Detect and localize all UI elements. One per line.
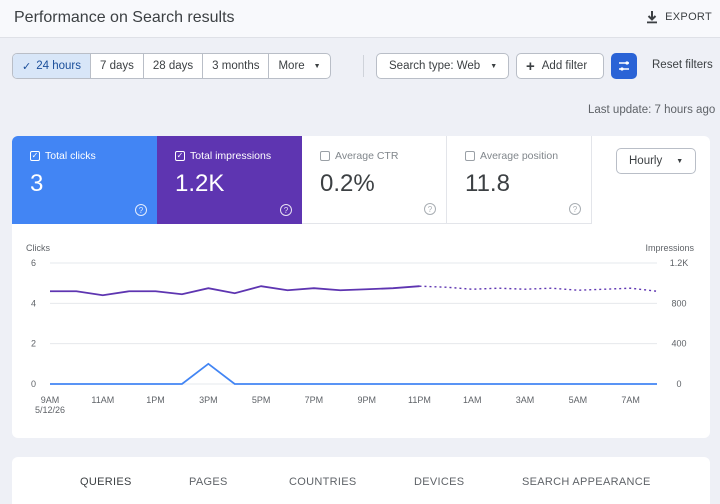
x-tick-label: 5AM xyxy=(569,395,588,405)
granularity-label: Hourly xyxy=(629,155,663,167)
checkbox-checked-icon: ✓ xyxy=(175,151,185,161)
x-tick-label: 11PM xyxy=(408,395,431,405)
metric-label: Average CTR xyxy=(335,150,399,162)
filter-icon xyxy=(619,61,629,71)
checkbox-checked-icon: ✓ xyxy=(30,151,40,161)
dimension-tabs: QUERIES PAGES COUNTRIES DEVICES SEARCH A… xyxy=(12,457,710,504)
search-type-dropdown[interactable]: Search type: Web ▼ xyxy=(376,53,509,79)
add-filter-label: Add filter xyxy=(541,60,588,72)
date-3-months-button[interactable]: 3 months xyxy=(203,54,270,78)
performance-chart: 0 2 4 6 0 400 800 1.2K Clicks Impressions 9AM 11AM 1… xyxy=(26,243,695,415)
search-type-label: Search type: Web xyxy=(389,60,481,72)
series-line-clicks xyxy=(50,362,657,385)
export-button[interactable]: EXPORT xyxy=(645,10,712,24)
date-range-group: ✓ 24 hours 7 days 28 days 3 months More ▼ xyxy=(12,53,331,79)
add-filter-button[interactable]: + Add filter xyxy=(516,53,604,79)
caret-down-icon: ▼ xyxy=(313,62,321,70)
metric-value: 11.8 xyxy=(465,170,510,197)
series-line-impressions xyxy=(50,285,420,297)
toolbar-divider xyxy=(363,55,364,77)
caret-down-icon: ▼ xyxy=(676,157,684,165)
x-tick-label: 7PM xyxy=(305,395,324,405)
date-option-label: More xyxy=(278,60,305,72)
series-line-impressions-projected xyxy=(419,285,658,292)
x-tick-label: 11AM xyxy=(91,395,114,405)
x-tick-label: 1PM xyxy=(146,395,165,405)
page-title: Performance on Search results xyxy=(14,9,235,26)
x-tick-label: 1AM xyxy=(463,395,482,405)
date-option-label: 7 days xyxy=(99,60,134,72)
average-position-tile[interactable]: Average position 11.8 ? xyxy=(447,136,592,224)
checkmark-icon: ✓ xyxy=(22,60,32,73)
y-left-axis-label: Clicks xyxy=(26,243,50,253)
date-option-label: 3 months xyxy=(212,60,260,72)
tab-queries[interactable]: QUERIES xyxy=(80,476,132,488)
checkbox-unchecked-icon xyxy=(320,151,330,161)
date-option-label: 24 hours xyxy=(36,60,81,72)
x-tick-label: 9AM xyxy=(41,395,60,405)
x-date-label: 5/12/26 xyxy=(35,405,65,415)
y-left-tick-label: 0 xyxy=(31,379,36,389)
metric-value: 1.2K xyxy=(175,170,225,197)
export-label: EXPORT xyxy=(665,11,712,23)
reset-filters-link[interactable]: Reset filters xyxy=(652,59,713,71)
help-icon[interactable]: ? xyxy=(569,203,581,215)
metric-label: Average position xyxy=(480,150,559,162)
date-28-days-button[interactable]: 28 days xyxy=(144,54,204,78)
tab-search-appearance[interactable]: SEARCH APPEARANCE xyxy=(522,476,651,488)
total-clicks-tile[interactable]: ✓ Total clicks 3 ? xyxy=(12,136,157,224)
tab-pages[interactable]: PAGES xyxy=(189,476,228,488)
y-right-tick-label: 0 xyxy=(676,379,681,389)
y-right-tick-label: 400 xyxy=(671,339,686,349)
date-24-hours-button[interactable]: ✓ 24 hours xyxy=(13,54,91,78)
granularity-dropdown[interactable]: Hourly ▼ xyxy=(616,148,696,174)
x-tick-label: 5PM xyxy=(252,395,271,405)
y-left-tick-label: 6 xyxy=(31,258,36,268)
y-left-tick-label: 4 xyxy=(31,298,36,308)
performance-card: ✓ Total clicks 3 ? ✓ Total impressions 1.2… xyxy=(12,136,710,438)
metric-value: 3 xyxy=(30,170,44,197)
checkbox-unchecked-icon xyxy=(465,151,475,161)
metric-label: Total clicks xyxy=(45,150,96,162)
y-left-tick-label: 2 xyxy=(31,339,36,349)
download-icon xyxy=(647,11,658,24)
caret-down-icon: ▼ xyxy=(490,62,498,70)
total-impressions-tile[interactable]: ✓ Total impressions 1.2K ? xyxy=(157,136,302,224)
y-right-tick-label: 800 xyxy=(671,298,686,308)
help-icon[interactable]: ? xyxy=(135,204,147,216)
y-right-tick-label: 1.2K xyxy=(670,258,689,268)
y-right-axis-label: Impressions xyxy=(645,243,694,253)
x-tick-label: 9PM xyxy=(357,395,376,405)
date-option-label: 28 days xyxy=(152,60,194,72)
filter-toggle-button[interactable] xyxy=(611,53,637,79)
help-icon[interactable]: ? xyxy=(280,204,292,216)
tab-devices[interactable]: DEVICES xyxy=(414,476,465,488)
x-tick-label: 3PM xyxy=(199,395,218,405)
header-bar: Performance on Search results EXPORT xyxy=(0,0,720,38)
plus-icon: + xyxy=(526,57,535,75)
x-tick-label: 3AM xyxy=(516,395,535,405)
help-icon[interactable]: ? xyxy=(424,203,436,215)
tab-countries[interactable]: COUNTRIES xyxy=(289,476,357,488)
date-7-days-button[interactable]: 7 days xyxy=(91,54,144,78)
x-tick-label: 7AM xyxy=(621,395,640,405)
last-update-text: Last update: 7 hours ago xyxy=(588,104,716,116)
date-more-dropdown[interactable]: More ▼ xyxy=(269,54,329,78)
average-ctr-tile[interactable]: Average CTR 0.2% ? xyxy=(302,136,447,224)
metric-label: Total impressions xyxy=(190,150,272,162)
metric-value: 0.2% xyxy=(320,170,375,197)
